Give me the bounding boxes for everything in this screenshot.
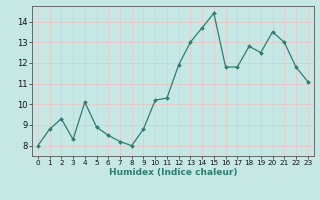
X-axis label: Humidex (Indice chaleur): Humidex (Indice chaleur) (108, 168, 237, 177)
